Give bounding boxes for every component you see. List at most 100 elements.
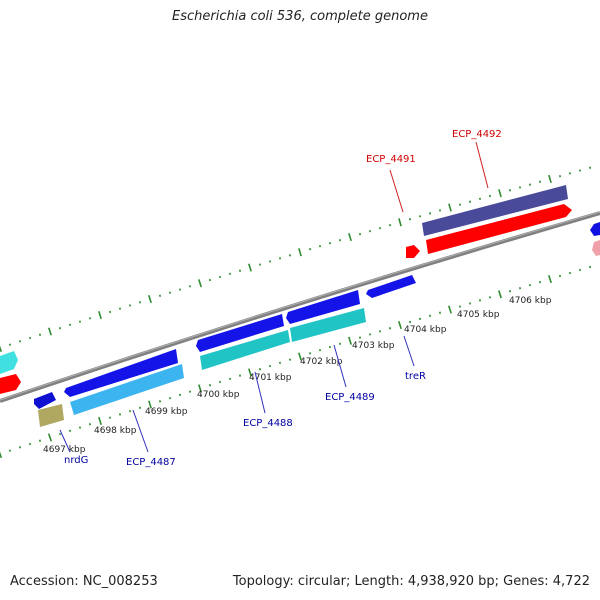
feature-nrdG-arrow (34, 392, 56, 409)
inner-tick-ring (0, 265, 592, 459)
minor-tick (388, 223, 392, 227)
major-tick (248, 263, 252, 272)
minor-tick (458, 305, 462, 308)
minor-tick (568, 172, 572, 175)
tick-label: 4697 kbp (43, 445, 86, 455)
outer-tick-ring (0, 166, 592, 353)
minor-tick (108, 416, 112, 419)
major-tick (0, 345, 3, 353)
minor-tick (28, 442, 32, 446)
gene-label-ECP_4488: ECP_4488 (243, 418, 293, 429)
minor-tick (178, 288, 182, 291)
leader-ECP_4488 (254, 371, 266, 414)
minor-tick (88, 423, 92, 426)
tick-label: 4705 kbp (457, 310, 500, 320)
minor-tick (378, 226, 382, 230)
minor-tick (488, 296, 492, 299)
major-tick (148, 400, 152, 409)
major-tick (98, 311, 102, 320)
major-tick (298, 248, 302, 257)
accession-text: Accession: NC_008253 (10, 574, 158, 589)
minor-tick (78, 320, 82, 323)
minor-tick (358, 232, 362, 236)
gene-label-leaders (59, 141, 489, 453)
minor-tick (328, 241, 332, 245)
minor-tick (428, 212, 432, 215)
leader-ECP_4489 (333, 344, 347, 388)
minor-tick (58, 326, 62, 330)
leader-ECP_4487 (132, 409, 149, 453)
minor-tick (38, 333, 42, 336)
leader-ECP_4491 (389, 169, 404, 213)
feature-ECP_4488-teal (200, 330, 290, 370)
minor-tick (208, 384, 212, 387)
leader-ECP_4492 (475, 141, 489, 189)
minor-tick (68, 323, 72, 327)
minor-tick (378, 330, 382, 333)
minor-tick (18, 340, 22, 343)
leader-nrdG (59, 429, 71, 453)
gene-label-ECP_4491: ECP_4491 (366, 154, 416, 165)
major-tick (48, 327, 52, 336)
tick-label: 4698 kbp (94, 426, 137, 436)
minor-tick (228, 377, 232, 381)
minor-tick (588, 265, 592, 269)
minor-tick (478, 299, 482, 302)
major-tick (0, 451, 3, 459)
minor-tick (528, 183, 532, 186)
major-tick (548, 274, 552, 284)
minor-tick (538, 180, 542, 183)
minor-tick (558, 274, 562, 278)
minor-tick (108, 310, 112, 314)
minor-tick (88, 317, 92, 320)
tick-label: 4703 kbp (352, 341, 395, 351)
minor-tick (68, 429, 72, 433)
minor-tick (268, 260, 272, 263)
minor-tick (308, 247, 312, 251)
minor-tick (8, 343, 12, 346)
minor-tick (578, 268, 582, 272)
minor-tick (318, 244, 322, 248)
minor-tick (268, 364, 272, 368)
minor-tick (188, 390, 192, 393)
minor-tick (308, 352, 312, 355)
major-tick (348, 233, 352, 242)
major-tick (498, 189, 502, 198)
major-tick (498, 290, 502, 299)
minor-tick (188, 285, 192, 288)
feature-ECP_4492-navy (422, 185, 568, 236)
tick-labels: 4697 kbp 4698 kbp 4699 kbp 4700 kbp 4701… (43, 296, 552, 455)
minor-tick (238, 374, 242, 377)
feature-treR-arrow (366, 275, 416, 298)
minor-tick (578, 169, 582, 172)
feature-ECP_4491-red (406, 245, 420, 258)
major-tick (198, 384, 202, 393)
minor-tick (528, 283, 532, 287)
major-tick (398, 218, 402, 227)
major-tick (248, 368, 252, 377)
minor-tick (468, 302, 472, 305)
feature-ECP_4492-red (426, 204, 572, 254)
minor-tick (168, 396, 172, 400)
feature-right-blue-edge (590, 222, 600, 236)
major-tick (348, 336, 352, 345)
minor-tick (318, 348, 322, 352)
major-tick (298, 352, 302, 361)
minor-tick (288, 254, 292, 257)
major-tick (148, 295, 152, 304)
minor-tick (258, 263, 262, 266)
minor-tick (118, 307, 122, 310)
minor-tick (288, 358, 292, 361)
tick-label: 4702 kbp (300, 357, 343, 367)
minor-tick (128, 409, 132, 413)
minor-tick (278, 257, 282, 260)
minor-tick (438, 311, 442, 314)
minor-tick (588, 166, 592, 169)
minor-tick (558, 174, 562, 178)
minor-tick (158, 400, 162, 403)
topology-summary: Topology: circular; Length: 4,938,920 bp… (232, 574, 590, 589)
minor-tick (138, 406, 142, 410)
map-title: Escherichia coli 536, complete genome (172, 9, 428, 24)
minor-tick (18, 446, 22, 449)
minor-tick (158, 294, 162, 298)
